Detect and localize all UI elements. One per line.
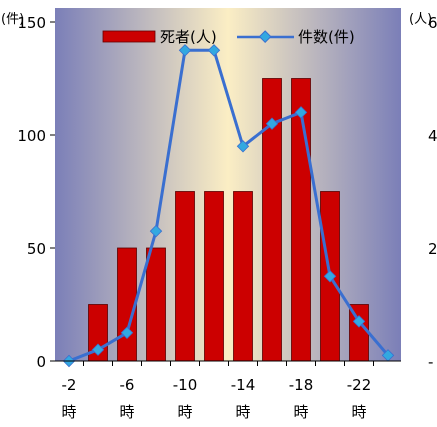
- line-point: [352, 315, 366, 328]
- y-right-tick-label: 4: [428, 127, 437, 145]
- line-point: [178, 44, 192, 57]
- x-tick-label: -22: [347, 376, 372, 394]
- x-tick-label-unit: 時: [351, 403, 366, 421]
- line-point: [265, 117, 279, 130]
- x-tick-label: -14: [231, 376, 256, 394]
- y-left-tick-label: 150: [17, 14, 46, 32]
- plot-background: [55, 8, 401, 361]
- legend-line-marker: [258, 30, 272, 44]
- legend-bar-label: 死者(人): [160, 28, 217, 46]
- x-tick-label-unit: 時: [61, 403, 76, 421]
- x-tick-label: -18: [289, 376, 314, 394]
- y-left-tick-label: 50: [27, 240, 46, 258]
- bar: [204, 191, 224, 362]
- line-point: [236, 140, 250, 153]
- line-layer: [62, 44, 395, 368]
- y-right-tick-label: 2: [428, 240, 437, 258]
- x-tick-label-unit: 時: [235, 403, 250, 421]
- x-tick-label: -10: [173, 376, 198, 394]
- x-tick-label: -2: [62, 376, 77, 394]
- line-point: [381, 349, 395, 362]
- line-point: [207, 44, 221, 57]
- x-tick-label-unit: 時: [119, 403, 134, 421]
- x-tick-label-unit: 時: [293, 403, 308, 421]
- y-right-axis-label: (人): [409, 12, 432, 27]
- y-left-axis-label: (件): [1, 12, 24, 27]
- line-point: [120, 326, 134, 340]
- x-tick-label: -6: [120, 376, 135, 394]
- bar: [146, 247, 166, 362]
- line-point: [91, 343, 105, 356]
- x-tick-label-unit: 時: [177, 403, 192, 421]
- y-right-tick-label: -: [428, 353, 433, 371]
- bar: [233, 191, 253, 362]
- line-point: [149, 224, 163, 238]
- line-point: [294, 106, 308, 119]
- y-left-tick-label: 100: [17, 127, 46, 145]
- legend: 死者(人) 件数(件): [102, 28, 355, 46]
- legend-line-label: 件数(件): [298, 28, 355, 46]
- y-right-tick-label: 6: [428, 14, 437, 32]
- line-point: [323, 270, 337, 283]
- series-line: [68, 48, 390, 363]
- y-left-tick-label: 0: [36, 353, 46, 371]
- bars-layer: [88, 78, 369, 362]
- legend-bar-swatch: [102, 30, 156, 43]
- bar: [175, 191, 195, 362]
